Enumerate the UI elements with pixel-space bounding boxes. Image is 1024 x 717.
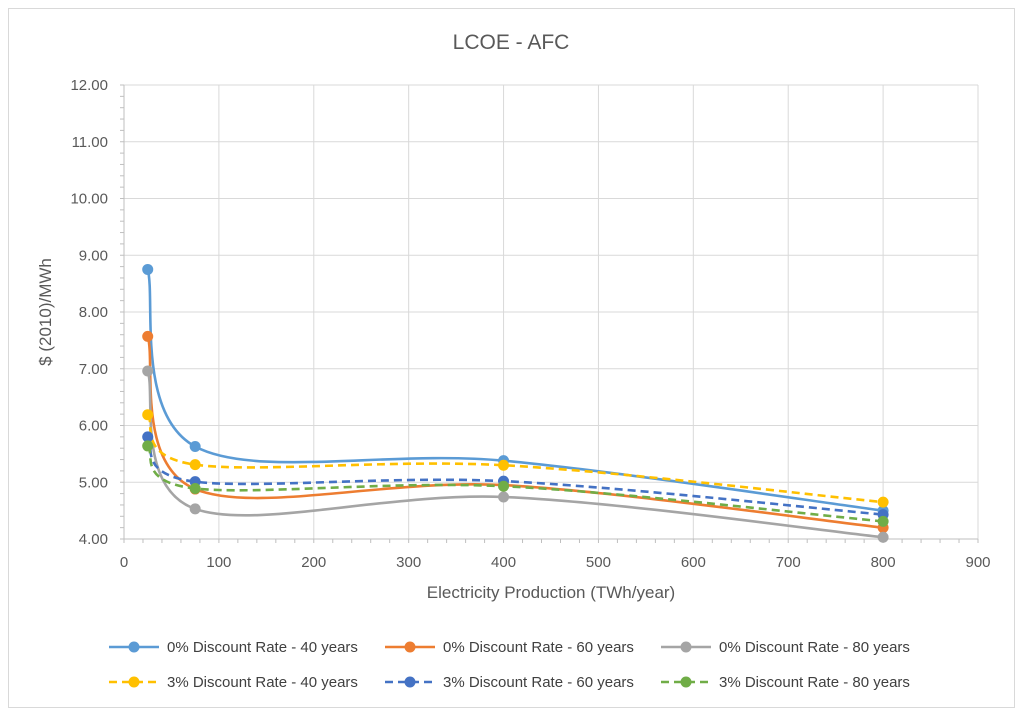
legend-item: 3% Discount Rate - 60 years [385,674,634,691]
series-2-point [142,330,154,342]
series-6-point [142,440,154,452]
series-3-point [142,365,154,377]
y-tick-label: 4.00 [79,531,108,548]
x-tick-label: 500 [586,554,611,571]
series-6-point [877,515,889,527]
y-tick-label: 7.00 [79,361,108,378]
chart-frame [8,8,1015,708]
series-5-point [142,431,154,443]
gridlines [124,84,979,539]
y-tick-label: 12.00 [70,77,108,94]
series-6-point [189,482,201,494]
series-4-point [189,459,201,471]
series-5-line [146,435,884,516]
legend: 0% Discount Rate - 40 years 0% Discount R… [109,639,910,691]
legend-swatch-marker [128,676,140,688]
series-1-point [189,440,201,452]
legend-label: 0% Discount Rate - 60 years [443,639,634,656]
x-tick-label: 800 [871,554,896,571]
series-1-line [146,269,884,512]
series-6-point [498,480,510,492]
series-2-line [146,336,884,529]
series-4-point [142,409,154,421]
legend-label: 3% Discount Rate - 40 years [167,674,358,691]
y-tick-label: 8.00 [79,304,108,321]
y-tick-label: 6.00 [79,418,108,435]
legend-label: 0% Discount Rate - 80 years [719,639,910,656]
x-tick-label: 200 [301,554,326,571]
x-tick-label: 300 [396,554,421,571]
legend-item: 0% Discount Rate - 80 years [661,639,910,656]
series-group [142,263,889,543]
x-tick-label: 700 [776,554,801,571]
series-3-point [189,503,201,515]
series-4-point [498,459,510,471]
legend-swatch-marker [404,676,416,688]
x-tick-label: 400 [491,554,516,571]
axes: 0 100 200 300 400 500 600 700 800 900 4.00 5.00 6.00… [70,77,990,571]
x-tick-label: 100 [206,554,231,571]
legend-label: 0% Discount Rate - 40 years [167,639,358,656]
y-tick-label: 11.00 [72,134,108,151]
legend-label: 3% Discount Rate - 80 years [719,674,910,691]
series-6-line [146,444,884,523]
series-3-point [877,531,889,543]
legend-item: 0% Discount Rate - 40 years [109,639,358,656]
x-tick-label: 900 [965,554,990,571]
series-4-point [877,496,889,508]
legend-swatch-marker [404,641,416,653]
legend-label: 3% Discount Rate - 60 years [443,674,634,691]
legend-swatch-marker [680,641,692,653]
x-axis-title: Electricity Production (TWh/year) [427,583,675,602]
legend-swatch-marker [128,641,140,653]
chart-title: LCOE - AFC [453,31,570,54]
legend-item: 3% Discount Rate - 80 years [661,674,910,691]
legend-item: 0% Discount Rate - 60 years [385,639,634,656]
legend-swatch-marker [680,676,692,688]
x-tick-label: 600 [681,554,706,571]
series-4-line [146,413,884,504]
y-axis-title: $ (2010)/MWh [36,258,55,366]
y-tick-label: 5.00 [79,474,108,491]
y-tick-label: 10.00 [70,191,108,208]
x-tick-label: 0 [120,554,128,571]
series-1-point [142,263,154,275]
series-3-line [146,370,884,539]
series-3-point [498,491,510,503]
legend-item: 3% Discount Rate - 40 years [109,674,358,691]
y-tick-label: 9.00 [79,247,108,264]
